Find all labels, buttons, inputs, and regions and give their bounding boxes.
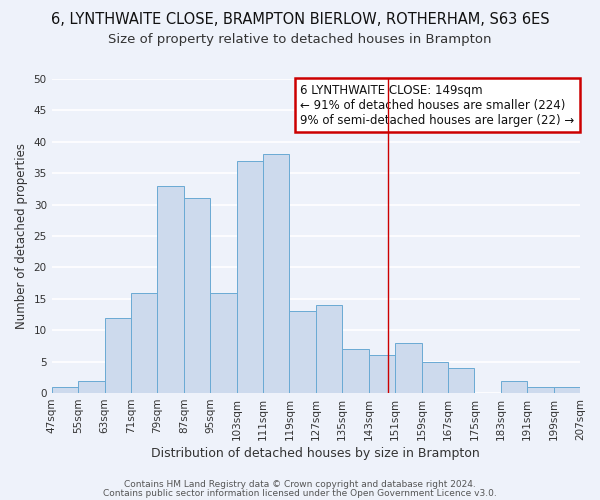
Bar — [104, 318, 131, 393]
Text: Contains HM Land Registry data © Crown copyright and database right 2024.: Contains HM Land Registry data © Crown c… — [124, 480, 476, 489]
Text: 6, LYNTHWAITE CLOSE, BRAMPTON BIERLOW, ROTHERHAM, S63 6ES: 6, LYNTHWAITE CLOSE, BRAMPTON BIERLOW, R… — [50, 12, 550, 28]
Bar — [501, 380, 527, 393]
Bar — [131, 292, 157, 393]
Text: Contains public sector information licensed under the Open Government Licence v3: Contains public sector information licen… — [103, 488, 497, 498]
Bar — [184, 198, 210, 393]
Text: 6 LYNTHWAITE CLOSE: 149sqm
← 91% of detached houses are smaller (224)
9% of semi: 6 LYNTHWAITE CLOSE: 149sqm ← 91% of deta… — [300, 84, 574, 126]
Bar — [78, 380, 104, 393]
Bar — [157, 186, 184, 393]
X-axis label: Distribution of detached houses by size in Brampton: Distribution of detached houses by size … — [151, 447, 480, 460]
Text: Size of property relative to detached houses in Brampton: Size of property relative to detached ho… — [108, 32, 492, 46]
Bar — [421, 362, 448, 393]
Bar — [368, 356, 395, 393]
Bar — [236, 160, 263, 393]
Bar — [210, 292, 236, 393]
Bar — [289, 312, 316, 393]
Bar — [342, 349, 368, 393]
Bar — [554, 387, 580, 393]
Bar — [527, 387, 554, 393]
Bar — [52, 387, 78, 393]
Y-axis label: Number of detached properties: Number of detached properties — [15, 143, 28, 329]
Bar — [395, 343, 422, 393]
Bar — [448, 368, 475, 393]
Bar — [263, 154, 289, 393]
Bar — [316, 305, 342, 393]
